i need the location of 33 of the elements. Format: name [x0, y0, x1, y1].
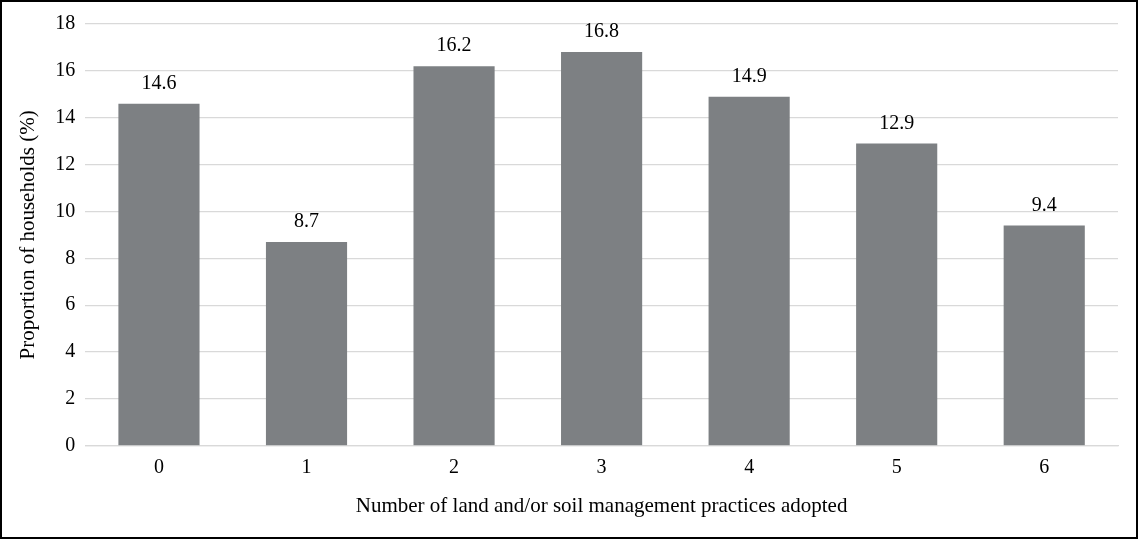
data-label: 14.9: [731, 63, 767, 86]
data-label: 9.4: [1031, 192, 1057, 215]
x-tick-label: 0: [153, 455, 164, 478]
y-axis-title: Proportion of households (%): [15, 110, 40, 360]
bar: [118, 103, 200, 446]
y-tick-label: 0: [65, 433, 76, 456]
y-tick-label: 14: [55, 104, 76, 127]
data-label: 16.8: [584, 19, 620, 42]
y-tick-label: 12: [55, 151, 76, 174]
y-tick-label: 4: [65, 339, 76, 362]
y-tick-label: 16: [55, 58, 76, 81]
y-tick-label: 6: [65, 292, 76, 315]
bar: [413, 66, 495, 446]
data-label: 8.7: [294, 209, 320, 232]
bar: [265, 241, 348, 446]
bar: [856, 143, 938, 446]
x-axis-title: Number of land and/or soil management practices adopted: [355, 492, 848, 517]
y-tick-label: 2: [65, 386, 76, 409]
x-tick-label: 1: [301, 455, 312, 478]
data-label: 16.2: [436, 33, 472, 56]
x-tick-label: 2: [449, 455, 460, 478]
x-tick-label: 3: [596, 455, 607, 478]
data-label: 12.9: [879, 110, 915, 133]
bar: [561, 52, 643, 446]
x-tick-label: 5: [891, 455, 902, 478]
y-tick-label: 10: [55, 198, 76, 221]
bar: [1003, 225, 1085, 446]
x-tick-label: 6: [1039, 455, 1050, 478]
data-label: 14.6: [141, 70, 177, 93]
bar: [708, 96, 790, 446]
y-tick-label: 18: [55, 11, 76, 34]
x-tick-label: 4: [744, 455, 755, 478]
y-tick-label: 8: [65, 245, 76, 268]
